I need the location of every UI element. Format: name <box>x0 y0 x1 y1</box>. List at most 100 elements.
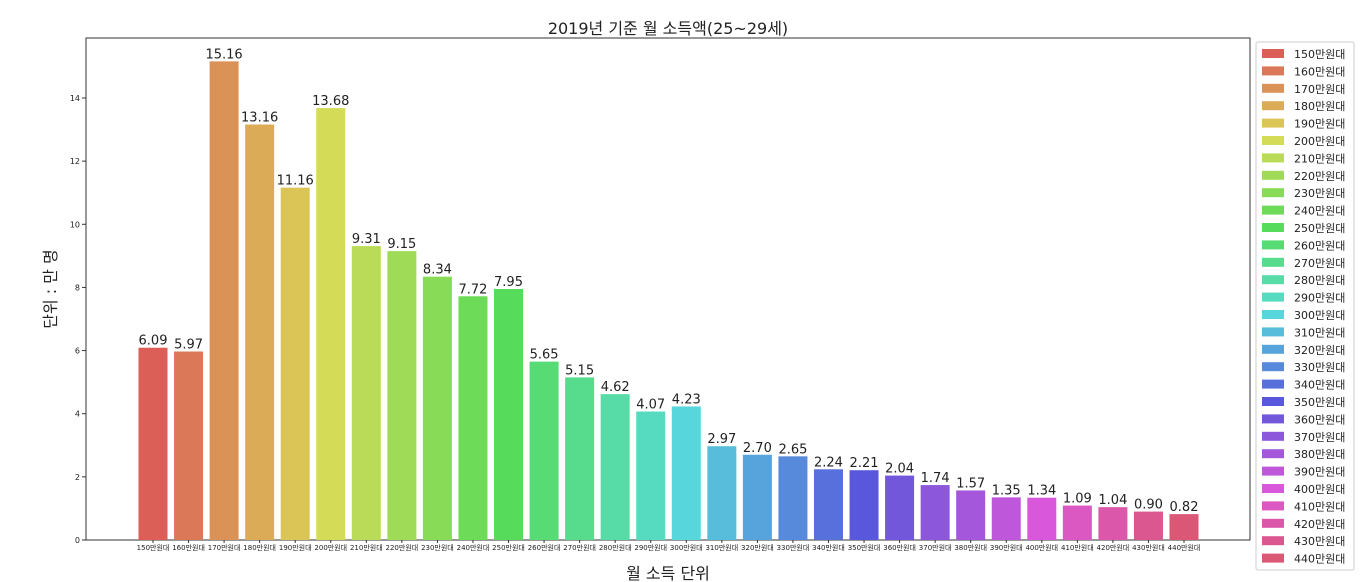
data-label: 0.90 <box>1134 498 1163 513</box>
data-label: 1.57 <box>956 476 985 491</box>
legend-label: 150만원대 <box>1294 48 1345 61</box>
bar <box>1098 507 1128 540</box>
data-label: 2.21 <box>850 456 879 471</box>
legend-label: 430만원대 <box>1294 535 1345 548</box>
legend-swatch <box>1262 205 1284 215</box>
data-label: 2.97 <box>707 432 736 447</box>
bar <box>671 406 701 540</box>
x-axis-ticks: 150만원대 160만원대 170만원대 180만원대 190만원대 200만원대 210만… <box>137 540 1201 552</box>
plot-area <box>85 37 1251 541</box>
legend-label: 320만원대 <box>1294 344 1345 357</box>
legend-label: 210만원대 <box>1294 152 1345 165</box>
legend-swatch <box>1262 310 1284 319</box>
bar <box>529 361 559 540</box>
data-label: 7.95 <box>494 275 523 290</box>
chart-title: 2019년 기준 월 소득액(25~29세) <box>548 19 788 38</box>
legend-label: 350만원대 <box>1294 396 1345 409</box>
data-label: 9.15 <box>387 237 416 252</box>
bar <box>565 377 595 540</box>
bar <box>707 446 737 540</box>
legend-label: 260만원대 <box>1294 239 1345 252</box>
x-tick-label: 350만원대 <box>848 543 881 552</box>
data-label: 1.04 <box>1098 493 1127 508</box>
bar <box>600 394 630 540</box>
bar <box>956 490 986 540</box>
legend-label: 170만원대 <box>1294 83 1345 96</box>
legend-label: 230만원대 <box>1294 187 1345 200</box>
legend-label: 310만원대 <box>1294 326 1345 339</box>
legend-swatch <box>1262 292 1284 302</box>
x-tick-label: 270만원대 <box>563 543 596 552</box>
data-label: 5.15 <box>565 363 594 378</box>
legend-swatch <box>1262 49 1284 58</box>
legend-label: 390만원대 <box>1294 466 1345 479</box>
data-label: 1.74 <box>921 471 950 486</box>
data-label: 5.97 <box>174 338 203 353</box>
legend-label: 370만원대 <box>1294 431 1345 444</box>
bar <box>1062 505 1092 540</box>
y-tick-label: 12 <box>70 157 80 166</box>
x-tick-label: 300만원대 <box>670 543 703 552</box>
x-tick-label: 220만원대 <box>386 543 419 552</box>
legend-swatch <box>1262 344 1284 354</box>
data-label: 4.62 <box>601 380 630 395</box>
legend-swatch <box>1262 136 1284 145</box>
data-label: 9.31 <box>352 232 381 247</box>
legend-label: 340만원대 <box>1294 379 1345 392</box>
legend-label: 270만원대 <box>1294 257 1345 270</box>
legend-label: 160만원대 <box>1294 65 1345 78</box>
legend-label: 180만원대 <box>1294 100 1345 113</box>
x-tick-label: 210만원대 <box>350 543 383 552</box>
legend-swatch <box>1262 501 1284 511</box>
x-axis-title: 월 소득 단위 <box>626 564 710 582</box>
bar <box>636 411 666 540</box>
y-tick-label: 10 <box>70 220 80 229</box>
y-tick-label: 0 <box>75 536 80 545</box>
legend-swatch <box>1262 66 1284 76</box>
legend-swatch <box>1262 379 1284 389</box>
legend: 150만원대 160만원대 170만원대 180만원대 190만원대 200만원대 210만… <box>1255 41 1355 571</box>
bar <box>387 251 417 540</box>
data-label: 6.09 <box>139 334 168 349</box>
bar <box>1027 497 1057 540</box>
data-label: 1.35 <box>992 483 1021 498</box>
bar <box>885 475 915 540</box>
bars <box>138 61 1199 540</box>
x-tick-label: 290만원대 <box>634 543 667 552</box>
data-label: 11.16 <box>277 174 314 189</box>
x-tick-label: 440만원대 <box>1168 543 1201 552</box>
legend-swatch <box>1262 153 1284 163</box>
legend-label: 330만원대 <box>1294 361 1345 374</box>
x-tick-label: 410만원대 <box>1061 543 1094 552</box>
legend-label: 380만원대 <box>1294 448 1345 461</box>
x-tick-label: 400만원대 <box>1025 543 1058 552</box>
data-label: 2.04 <box>885 462 914 477</box>
data-label: 4.23 <box>672 392 701 407</box>
x-tick-label: 340만원대 <box>812 543 845 552</box>
legend-swatch <box>1262 553 1284 563</box>
legend-label: 280만원대 <box>1294 274 1345 287</box>
bar <box>280 187 310 540</box>
bar <box>458 296 488 540</box>
legend-swatch <box>1262 449 1284 459</box>
data-label: 13.16 <box>241 111 278 126</box>
data-label: 4.07 <box>636 398 665 413</box>
legend-label: 360만원대 <box>1294 413 1345 426</box>
data-label: 5.65 <box>530 348 559 363</box>
y-axis-title: 단위 : 만 명 <box>41 249 60 329</box>
legend-swatch <box>1262 170 1284 180</box>
legend-label: 200만원대 <box>1294 135 1345 148</box>
legend-label: 300만원대 <box>1294 309 1345 322</box>
legend-swatch <box>1262 240 1284 250</box>
data-label: 2.70 <box>743 441 772 456</box>
x-tick-label: 240만원대 <box>457 543 490 552</box>
x-tick-label: 420만원대 <box>1097 543 1130 552</box>
legend-swatch <box>1262 118 1284 128</box>
legend-swatch <box>1262 257 1284 267</box>
bar <box>316 108 346 540</box>
bar <box>174 351 204 540</box>
legend-label: 220만원대 <box>1294 170 1345 183</box>
bar <box>742 454 772 540</box>
legend-swatch <box>1262 83 1284 93</box>
